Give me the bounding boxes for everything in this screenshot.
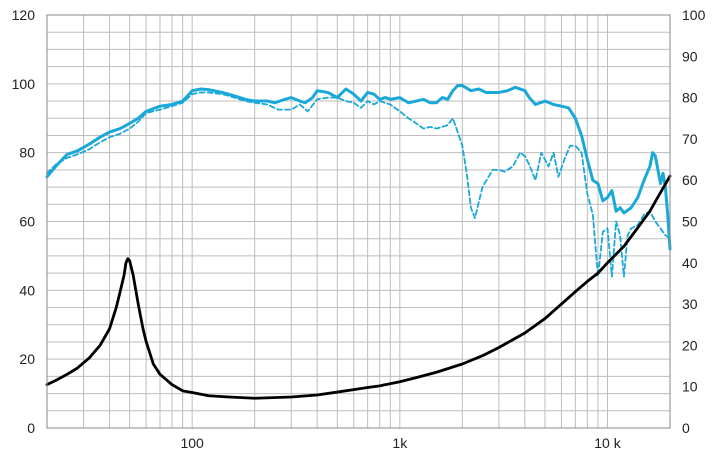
axes: 0 20 40 60 80 100 120 0 10 20 30 40 50 60 70 80 90 100 100… [12,7,706,451]
y-tick-label-right: 100 [682,7,706,23]
y-tick-label-left: 100 [12,76,36,92]
grid [47,15,670,428]
y-tick-label-right: 60 [682,172,698,188]
x-tick-label: 100 [180,435,204,451]
y-tick-label-right: 80 [682,90,698,106]
y-tick-label-left: 120 [12,7,36,23]
impedance-line [45,174,672,400]
x-tick-label: 1k [392,435,408,451]
x-tick-label: 10 k [594,435,621,451]
plot-frame [46,14,671,429]
y-tick-label-right: 90 [682,48,698,64]
y-tick-label-right: 70 [682,131,698,147]
y-tick-label-right: 0 [682,420,690,436]
y-tick-label-left: 60 [19,214,35,230]
y-tick-label-right: 20 [682,337,698,353]
y-tick-label-right: 50 [682,214,698,230]
spl-solid-line [45,84,672,251]
y-tick-label-right: 40 [682,255,698,271]
y-tick-label-left: 0 [27,420,35,436]
y-tick-label-left: 20 [19,351,35,367]
y-tick-label-left: 40 [19,282,35,298]
spl-dashed-line [46,91,671,278]
y-tick-label-left: 80 [19,145,35,161]
series-group [45,84,672,400]
y-tick-label-right: 30 [682,296,698,312]
y-tick-label-right: 10 [682,379,698,395]
